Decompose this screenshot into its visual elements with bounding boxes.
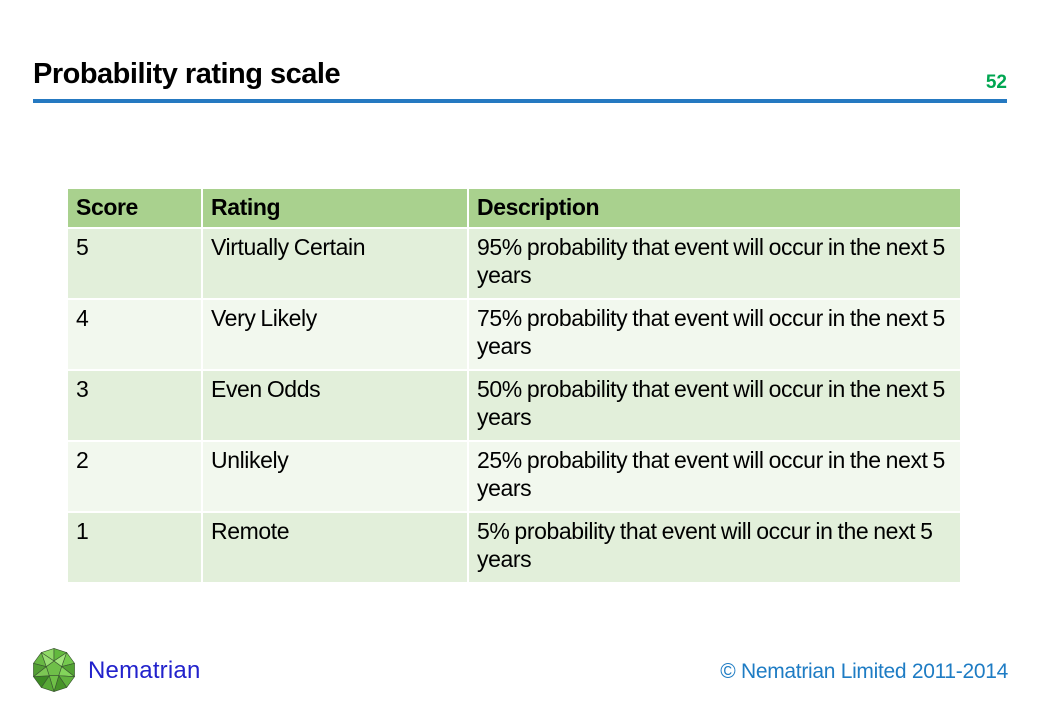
column-header-score: Score [68,189,203,230]
page-number: 52 [985,72,1007,93]
rating-cell: Unlikely [203,442,469,514]
rating-cell: Very Likely [203,300,469,372]
green-polyhedron-icon [27,642,81,698]
rating-cell: Remote [203,513,469,585]
table-row: 5 Virtually Certain 95% probability that… [68,229,960,301]
table-row: 1 Remote 5% probability that event will … [68,513,960,585]
description-cell: 50% probability that event will occur in… [469,371,960,443]
title-underline [33,99,1007,103]
probability-rating-table: Score Rating Description 5 Virtually Cer… [68,189,960,585]
score-cell: 2 [68,442,203,514]
rating-cell: Virtually Certain [203,229,469,301]
score-cell: 1 [68,513,203,585]
table-row: 4 Very Likely 75% probability that event… [68,300,960,372]
score-cell: 5 [68,229,203,301]
brand-name: Nematrian [88,657,201,684]
column-header-rating: Rating [203,189,469,230]
score-cell: 4 [68,300,203,372]
score-cell: 3 [68,371,203,443]
table-header-row: Score Rating Description [68,189,960,230]
table-row: 3 Even Odds 50% probability that event w… [68,371,960,443]
rating-cell: Even Odds [203,371,469,443]
description-cell: 75% probability that event will occur in… [469,300,960,372]
copyright-text: © Nematrian Limited 2011-2014 [720,660,1008,683]
column-header-description: Description [469,189,960,230]
description-cell: 5% probability that event will occur in … [469,513,960,585]
description-cell: 95% probability that event will occur in… [469,229,960,301]
table-row: 2 Unlikely 25% probability that event wi… [68,442,960,514]
description-cell: 25% probability that event will occur in… [469,442,960,514]
page-title: Probability rating scale [33,58,341,90]
